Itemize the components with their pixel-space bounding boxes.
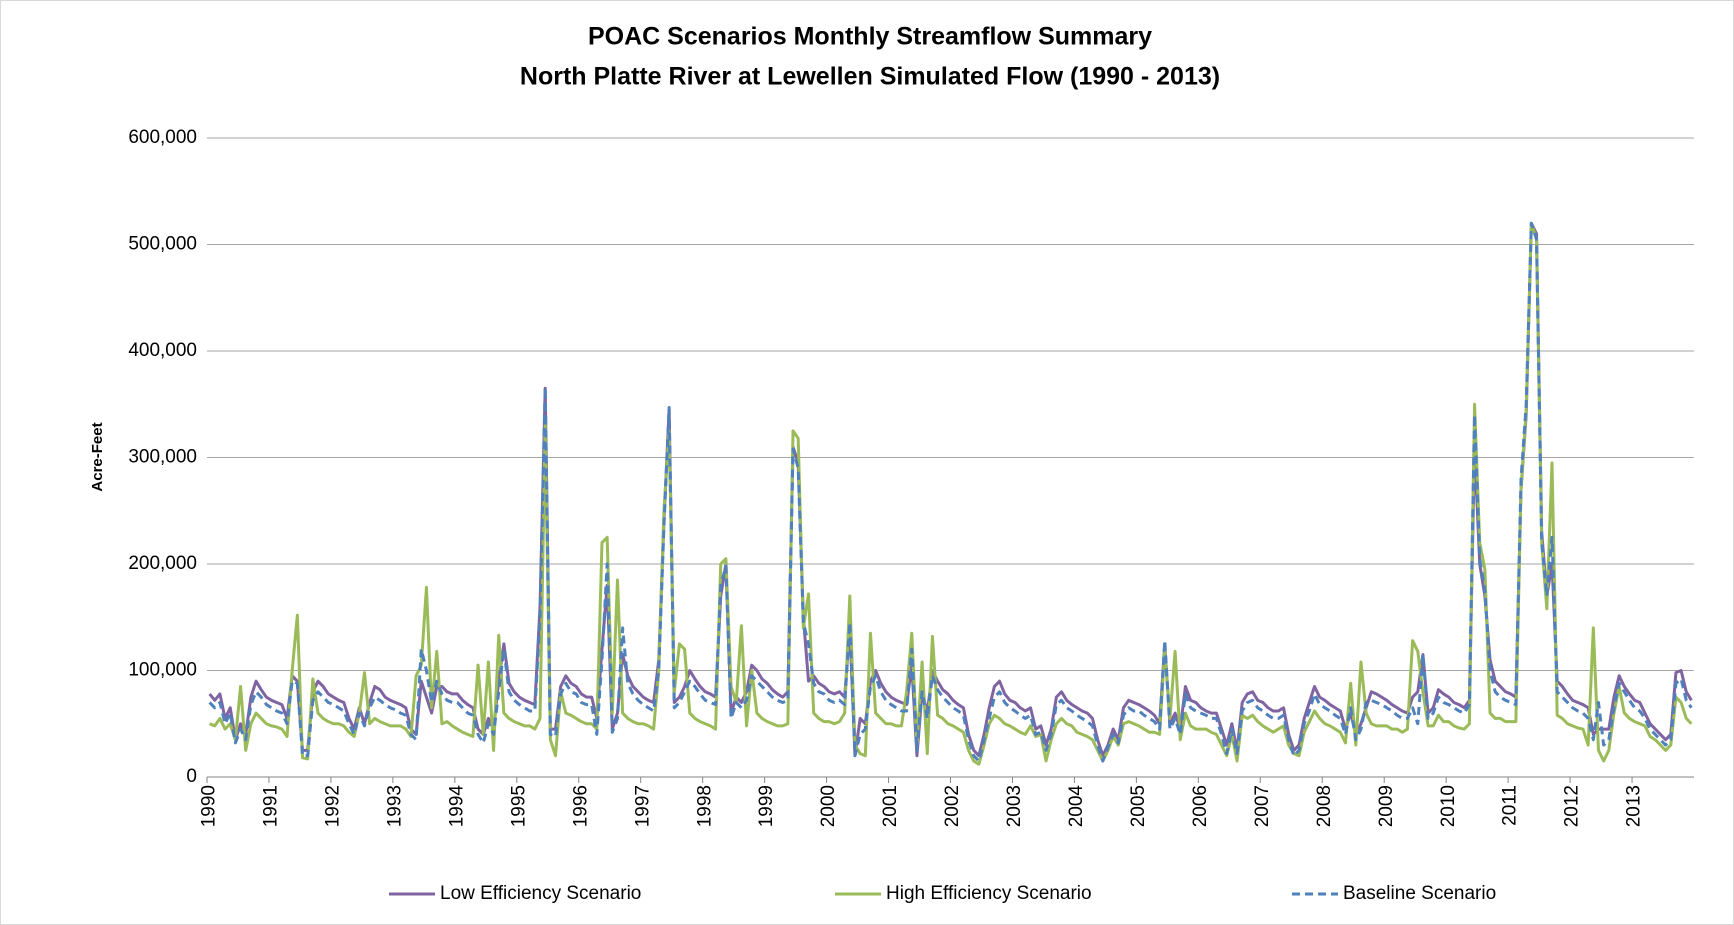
legend-label: High Efficiency Scenario bbox=[886, 883, 1092, 904]
chart-title: POAC Scenarios Monthly Streamflow Summar… bbox=[588, 23, 1152, 51]
chart-subtitle: North Platte River at Lewellen Simulated… bbox=[520, 63, 1220, 91]
x-tick-label: 1997 bbox=[632, 785, 653, 827]
legend-label: Baseline Scenario bbox=[1343, 883, 1496, 904]
y-tick-label: 400,000 bbox=[128, 340, 197, 361]
x-tick-label: 1998 bbox=[694, 785, 715, 827]
y-tick-label: 0 bbox=[186, 766, 197, 787]
x-tick-label: 2001 bbox=[880, 785, 901, 827]
x-tick-label: 2007 bbox=[1252, 785, 1273, 827]
x-tick-label: 1994 bbox=[446, 785, 467, 828]
series-line bbox=[209, 221, 1693, 766]
x-tick-label: 2008 bbox=[1314, 785, 1335, 827]
x-tick-label: 1999 bbox=[756, 785, 777, 827]
x-tick-label: 2006 bbox=[1190, 785, 1211, 827]
x-tick-label: 1991 bbox=[261, 785, 282, 827]
x-tick-label: 2000 bbox=[818, 785, 839, 827]
x-tick-label: 2010 bbox=[1438, 785, 1459, 827]
x-tick-label: 1995 bbox=[508, 785, 529, 827]
x-tick-label: 2009 bbox=[1376, 785, 1397, 827]
x-tick-label: 2002 bbox=[942, 785, 963, 827]
x-tick-label: 2013 bbox=[1624, 785, 1645, 827]
y-tick-label: 500,000 bbox=[128, 234, 197, 255]
x-tick-label: 1993 bbox=[384, 785, 405, 827]
x-tick-label: 2004 bbox=[1066, 785, 1087, 828]
y-tick-label: 200,000 bbox=[128, 553, 197, 574]
series-line bbox=[208, 221, 1693, 758]
series-line bbox=[208, 221, 1693, 763]
x-tick-label: 1992 bbox=[323, 785, 344, 827]
x-tick-label: 2003 bbox=[1004, 785, 1025, 827]
x-tick-label: 2011 bbox=[1500, 785, 1521, 826]
x-tick-label: 2005 bbox=[1128, 785, 1149, 827]
legend-label: Low Efficiency Scenario bbox=[440, 883, 641, 904]
x-tick-label: 2012 bbox=[1562, 785, 1583, 827]
y-tick-label: 100,000 bbox=[128, 660, 197, 681]
y-tick-label: 300,000 bbox=[128, 447, 197, 468]
y-tick-label: 600,000 bbox=[128, 127, 197, 148]
x-tick-label: 1990 bbox=[199, 785, 220, 827]
x-tick-label: 1996 bbox=[570, 785, 591, 827]
y-axis-title: Acre-Feet bbox=[89, 422, 106, 491]
